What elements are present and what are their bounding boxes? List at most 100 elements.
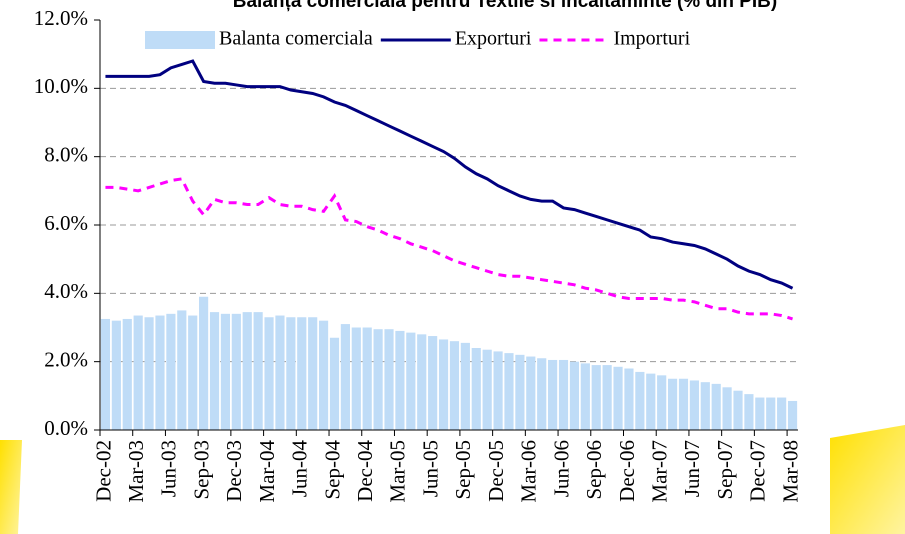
bar: [657, 375, 667, 430]
bar: [449, 341, 460, 430]
bar: [395, 330, 405, 430]
bar: [199, 296, 209, 430]
legend-label: Exporturi: [455, 28, 532, 50]
bar: [591, 365, 601, 430]
bar: [308, 317, 318, 430]
y-tick-label: 2.0%: [44, 347, 88, 371]
x-tick-label: Sep-06: [582, 440, 606, 500]
x-tick-label: Mar-05: [386, 440, 410, 503]
bar: [766, 397, 776, 430]
bar: [242, 312, 252, 430]
x-tick-label: Jun-05: [418, 440, 442, 497]
bar: [275, 315, 285, 430]
bar: [624, 368, 634, 430]
x-tick-label: Dec-07: [746, 440, 770, 502]
bar: [733, 390, 743, 430]
x-tick-label: Sep-05: [451, 440, 475, 500]
bar: [777, 397, 787, 430]
bar: [351, 327, 361, 430]
decoration: [0, 440, 22, 534]
bar: [209, 312, 220, 430]
x-tick-label: Dec-03: [222, 440, 246, 502]
x-tick-label: Jun-06: [549, 440, 573, 497]
bar: [111, 320, 121, 430]
bar: [493, 351, 503, 430]
bar: [744, 394, 754, 430]
decoration: [830, 425, 905, 534]
line: [105, 59, 794, 290]
bar: [231, 313, 241, 430]
bar: [329, 337, 340, 430]
bar: [297, 317, 307, 430]
bar: [428, 336, 438, 430]
x-tick-label: Mar-07: [647, 440, 671, 503]
y-tick-label: 12.0%: [34, 6, 88, 30]
bar: [569, 361, 580, 430]
x-tick-label: Mar-04: [255, 440, 279, 503]
bar: [678, 378, 689, 430]
legend: Balanta comerciala Exporturi Importuri: [145, 28, 691, 50]
bar: [504, 353, 514, 430]
bar: [580, 363, 590, 430]
y-tick-label: 4.0%: [44, 279, 88, 303]
y-tick-label: 8.0%: [44, 142, 88, 166]
bar: [188, 315, 198, 430]
bar: [155, 315, 165, 430]
bar: [482, 349, 492, 430]
legend-label: Importuri: [613, 28, 690, 50]
x-tick-label: Mar-06: [517, 440, 541, 503]
x-tick-label: Jun-07: [680, 440, 704, 497]
y-tick-label: 0.0%: [44, 416, 88, 440]
bar: [526, 356, 536, 430]
x-tick-label: Dec-05: [484, 440, 508, 502]
bar: [177, 310, 187, 430]
bar: [406, 332, 416, 430]
bar: [417, 334, 427, 430]
legend-swatch: [145, 31, 215, 49]
bar: [144, 317, 154, 430]
bar: [558, 359, 569, 430]
bar: [635, 371, 645, 430]
bar: [122, 318, 132, 430]
bar: [373, 329, 383, 430]
bar: [755, 397, 765, 430]
bar: [100, 318, 111, 430]
bar: [613, 366, 623, 430]
line: [105, 177, 793, 321]
x-tick-label: Sep-07: [713, 440, 737, 500]
bar: [602, 365, 612, 430]
bar: [548, 359, 558, 430]
bar: [460, 342, 470, 430]
bar: [166, 313, 176, 430]
bar: [537, 358, 547, 430]
bar: [362, 327, 372, 430]
x-tick-label: Jun-03: [157, 440, 181, 497]
bar: [286, 317, 296, 430]
bar: [646, 373, 656, 430]
bar: [711, 383, 721, 430]
bar: [438, 339, 449, 430]
bar: [787, 400, 798, 430]
bar: [689, 380, 699, 430]
bar: [264, 317, 274, 430]
x-tick-label: Dec-02: [91, 440, 115, 502]
x-tick-label: Dec-04: [353, 440, 377, 502]
x-tick-label: Mar-08: [778, 440, 802, 503]
bar: [340, 324, 350, 430]
bar: [471, 348, 481, 430]
x-tick-label: Sep-04: [320, 440, 344, 500]
bar: [318, 320, 329, 430]
chart-title: Balanța comerciala pentru Textile si inc…: [233, 0, 777, 12]
bar: [515, 354, 525, 430]
legend-label: Balanta comerciala: [219, 28, 373, 50]
bar: [667, 378, 678, 430]
bar: [253, 312, 263, 430]
bar: [220, 313, 231, 430]
bar: [133, 315, 143, 430]
bar: [722, 387, 732, 430]
bar: [384, 329, 394, 430]
y-tick-label: 6.0%: [44, 211, 88, 235]
y-tick-label: 10.0%: [34, 74, 88, 98]
